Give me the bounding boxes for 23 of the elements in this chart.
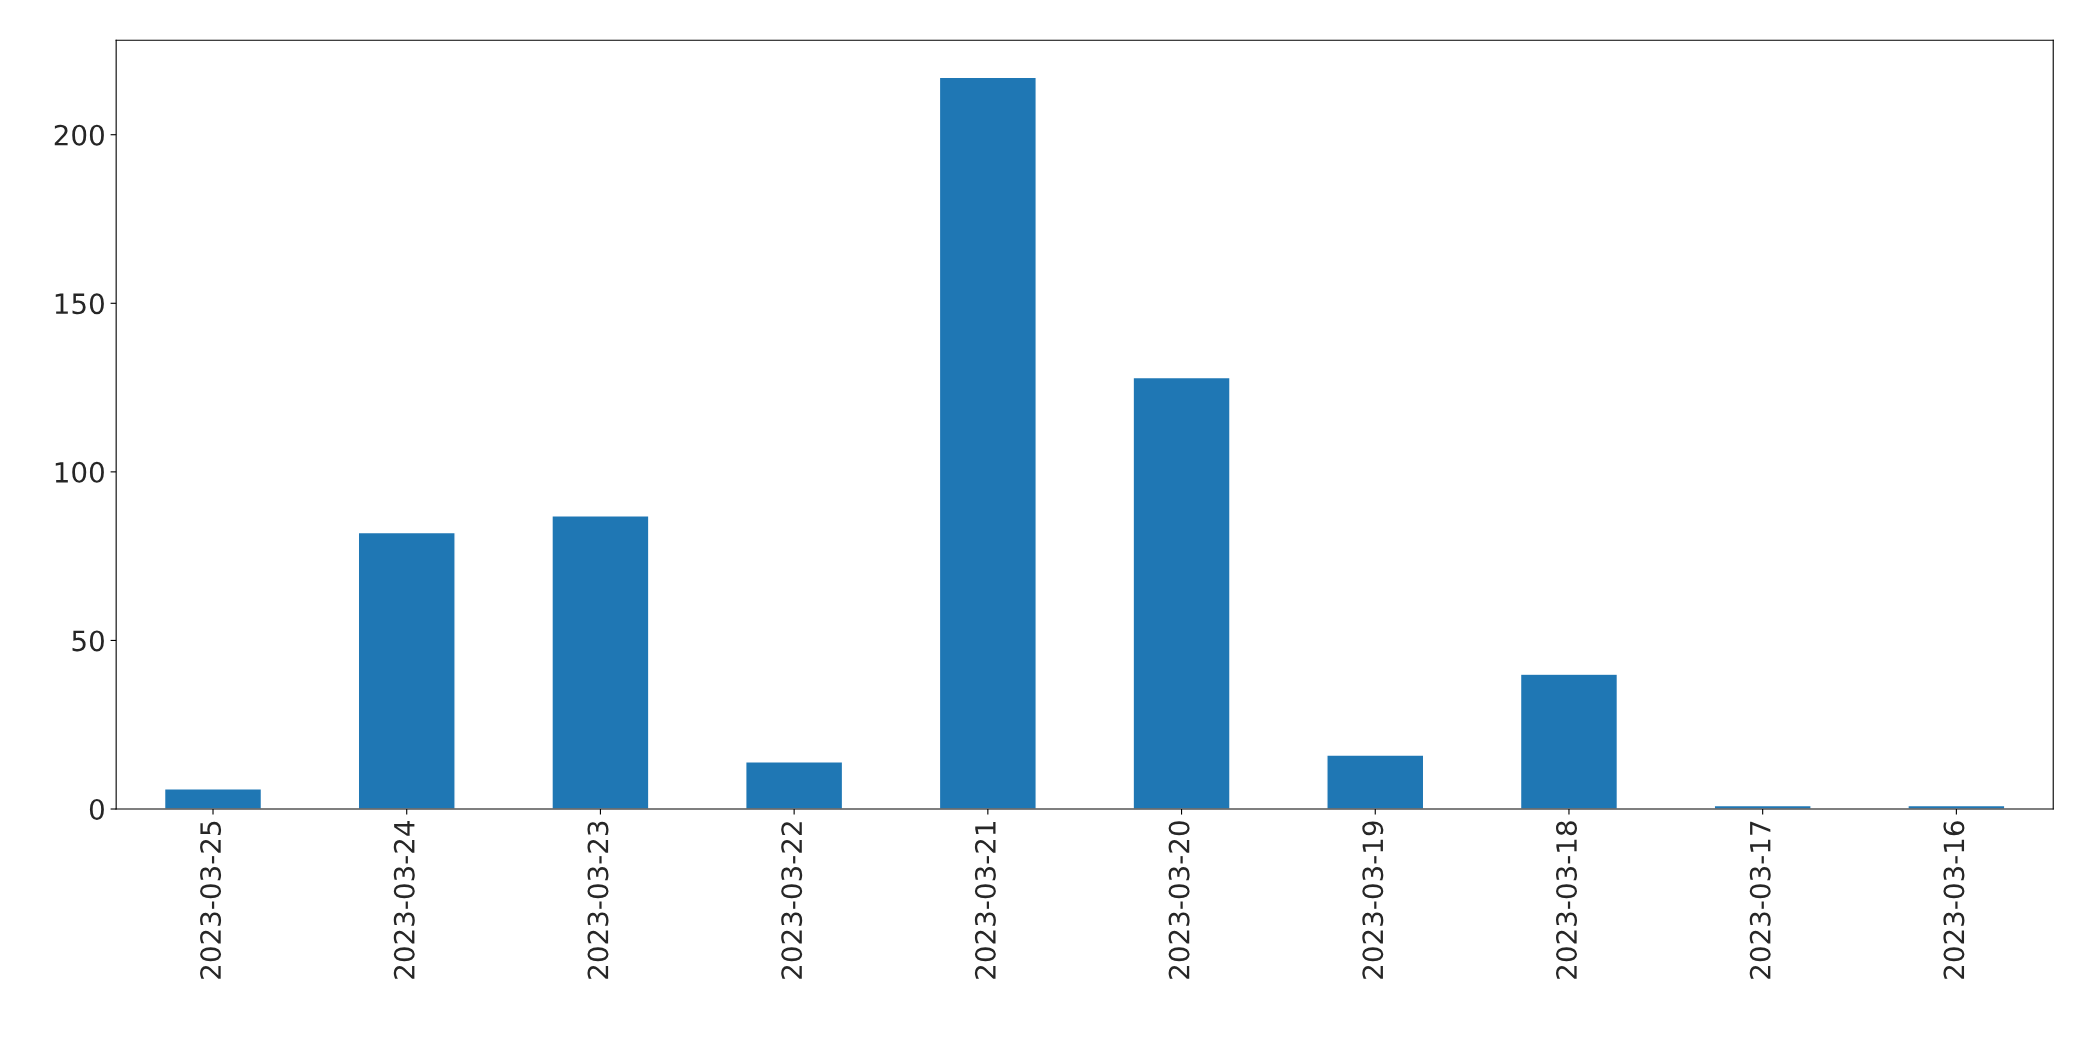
y-tick-label: 100 bbox=[55, 461, 104, 483]
bar bbox=[163, 788, 263, 810]
x-tick-label: 2023-03-25 bbox=[200, 821, 222, 979]
bar bbox=[938, 76, 1037, 810]
x-tick-label: 2023-03-24 bbox=[393, 820, 415, 979]
y-tick-label: 150 bbox=[55, 293, 104, 315]
bar bbox=[1132, 376, 1231, 810]
x-tick-label: 2023-03-16 bbox=[1943, 821, 1965, 979]
y-tick-label: 0 bbox=[89, 798, 104, 820]
y-tick-label: 50 bbox=[72, 630, 104, 652]
bar bbox=[1326, 754, 1425, 810]
bar bbox=[1519, 673, 1619, 810]
x-tick-label: 2023-03-23 bbox=[587, 821, 609, 979]
x-tick-label: 2023-03-21 bbox=[974, 821, 996, 979]
x-tick-label: 2023-03-22 bbox=[781, 822, 803, 979]
bar bbox=[551, 514, 650, 810]
x-tick-label: 2023-03-20 bbox=[1168, 821, 1190, 979]
bar bbox=[745, 761, 844, 810]
x-tick-label: 2023-03-17 bbox=[1749, 821, 1771, 979]
x-tick-label: 2023-03-19 bbox=[1362, 821, 1384, 979]
bar bbox=[357, 531, 456, 810]
x-tick-label: 2023-03-18 bbox=[1556, 821, 1578, 979]
y-tick-label: 200 bbox=[54, 124, 104, 146]
